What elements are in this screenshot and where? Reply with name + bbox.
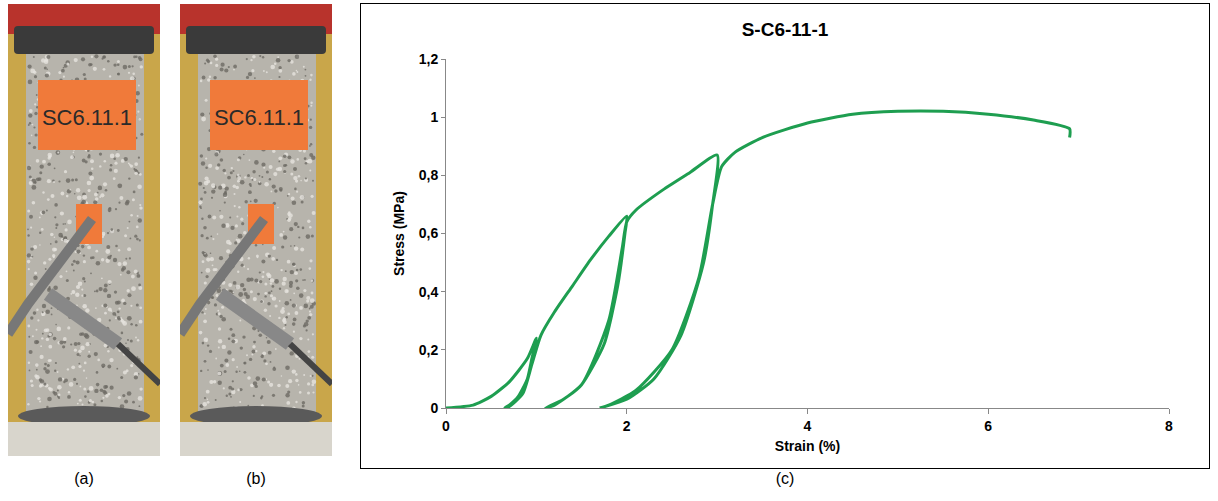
svg-text:1: 1 bbox=[430, 109, 438, 125]
svg-text:SC6.11.1: SC6.11.1 bbox=[214, 105, 304, 130]
svg-text:4: 4 bbox=[804, 418, 812, 434]
svg-text:Stress (MPa): Stress (MPa) bbox=[391, 191, 407, 276]
svg-text:0,6: 0,6 bbox=[419, 225, 439, 241]
svg-text:SC6.11.1: SC6.11.1 bbox=[42, 105, 132, 130]
html-text:(b): (b) bbox=[246, 470, 266, 487]
html-text:(c): (c) bbox=[775, 470, 795, 487]
svg-text:0,4: 0,4 bbox=[419, 284, 439, 300]
svg-text:S-C6-11-1: S-C6-11-1 bbox=[742, 19, 829, 40]
svg-text:2: 2 bbox=[623, 418, 631, 434]
svg-text:0,8: 0,8 bbox=[419, 167, 439, 183]
svg-text:8: 8 bbox=[1165, 418, 1173, 434]
svg-text:0,2: 0,2 bbox=[419, 342, 439, 358]
svg-text:Strain (%): Strain (%) bbox=[775, 438, 840, 454]
svg-text:6: 6 bbox=[984, 418, 992, 434]
html-text:(a): (a) bbox=[74, 470, 94, 487]
svg-text:1,2: 1,2 bbox=[419, 51, 439, 67]
svg-text:0: 0 bbox=[442, 418, 450, 434]
svg-text:0: 0 bbox=[430, 400, 438, 416]
